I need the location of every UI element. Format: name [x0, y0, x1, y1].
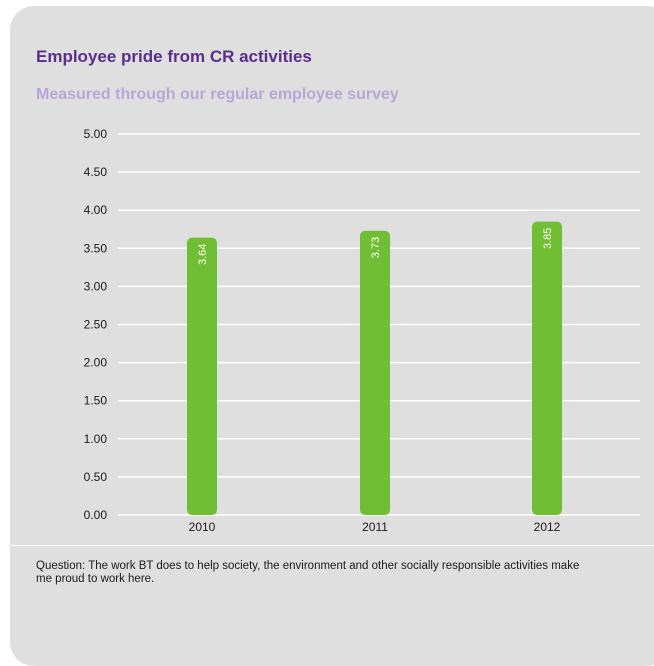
- bar-2010: [187, 237, 217, 515]
- y-tick-label: 1.50: [84, 394, 108, 408]
- y-tick-label: 4.00: [84, 203, 108, 217]
- data-label: 3.64: [197, 244, 209, 265]
- y-tick-label: 2.00: [84, 356, 108, 370]
- chart-title: Employee pride from CR activities: [36, 47, 312, 66]
- survey-question: Question: The work BT does to help socie…: [36, 560, 580, 585]
- y-tick-label: 4.50: [84, 165, 108, 179]
- y-tick-label: 3.00: [84, 279, 108, 293]
- y-tick-label: 0.00: [84, 508, 108, 522]
- y-tick-label: 2.50: [84, 318, 108, 332]
- x-tick-label: 2012: [534, 520, 561, 534]
- footer-divider: [10, 545, 654, 546]
- bar-2012: [532, 221, 562, 515]
- x-tick-label: 2010: [189, 520, 216, 534]
- y-tick-label: 0.50: [84, 470, 108, 484]
- bar-2011: [360, 230, 390, 516]
- x-tick-label: 2011: [362, 520, 388, 534]
- data-label: 3.73: [370, 237, 382, 258]
- y-tick-label: 3.50: [84, 241, 108, 255]
- chart-subtitle: Measured through our regular employee su…: [36, 86, 399, 103]
- y-tick-label: 1.00: [84, 432, 108, 446]
- y-tick-label: 5.00: [84, 127, 108, 141]
- bar-chart: 0.00 0.50 1.00 1.50 2.00 2.50 3.00 3.50 4.00 4.50…: [84, 127, 640, 534]
- data-label: 3.85: [542, 228, 554, 249]
